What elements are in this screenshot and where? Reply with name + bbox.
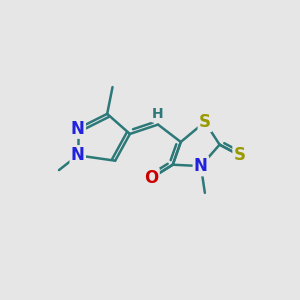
Text: S: S: [199, 113, 211, 131]
Text: N: N: [71, 120, 85, 138]
Text: N: N: [71, 146, 85, 164]
Text: S: S: [234, 146, 246, 164]
Text: H: H: [152, 107, 164, 122]
Text: N: N: [194, 157, 208, 175]
Text: O: O: [144, 169, 158, 187]
